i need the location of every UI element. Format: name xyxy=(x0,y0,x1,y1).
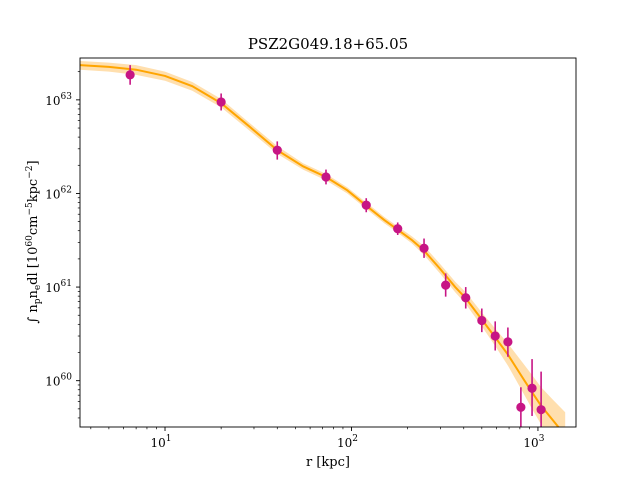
data-marker-14 xyxy=(527,383,537,393)
x-tick-label-1: 101 xyxy=(151,434,172,450)
x-tick-label-exponent: 1 xyxy=(166,434,172,444)
data-marker-11 xyxy=(490,331,500,341)
data-marker-13 xyxy=(516,402,526,412)
data-point-10 xyxy=(477,308,487,333)
data-marker-5 xyxy=(361,200,371,210)
model-uncertainty-band-layer xyxy=(80,61,566,427)
model-uncertainty-band xyxy=(80,61,566,427)
y-tick-label-exponent: 62 xyxy=(61,185,72,195)
x-tick-label-2: 102 xyxy=(337,434,358,450)
data-point-12 xyxy=(503,327,513,357)
data-marker-10 xyxy=(477,315,487,326)
y-tick-label-exponent: 61 xyxy=(61,279,72,289)
data-point-7 xyxy=(419,238,429,258)
data-point-6 xyxy=(393,222,403,235)
y-axis-label-kpc: kpc xyxy=(26,179,41,202)
y-axis-label-exp-m5: −5 xyxy=(25,202,35,216)
x-tick-label-base: 10 xyxy=(523,436,538,450)
data-point-5 xyxy=(361,198,371,213)
data-marker-12 xyxy=(503,337,513,347)
data-marker-7 xyxy=(419,243,429,253)
y-tick-label-base: 10 xyxy=(45,281,60,295)
y-axis-label-cm: cm xyxy=(26,216,41,236)
data-marker-3 xyxy=(272,145,282,155)
y-axis-label-integral: ∫ n xyxy=(26,304,41,324)
data-point-4 xyxy=(321,169,331,185)
data-point-2 xyxy=(216,93,226,111)
y-tick-label-4: 1063 xyxy=(45,92,72,108)
x-tick-label-exponent: 3 xyxy=(539,434,545,444)
data-points-layer xyxy=(125,65,546,427)
data-point-13 xyxy=(516,387,526,427)
y-tick-label-base: 10 xyxy=(45,94,60,108)
y-tick-label-2: 1061 xyxy=(45,279,72,295)
data-point-1 xyxy=(125,65,135,85)
y-axis-label-dl: dl [10 xyxy=(26,247,41,285)
data-point-3 xyxy=(272,141,282,160)
y-tick-label-base: 10 xyxy=(45,375,60,389)
y-tick-label-exponent: 60 xyxy=(61,373,73,383)
y-axis-label-close: ] xyxy=(26,160,41,165)
data-point-15 xyxy=(536,371,546,427)
x-tick-label-base: 10 xyxy=(151,436,166,450)
y-axis-label: ∫ npnedl [1060cm−5kpc−2] xyxy=(25,160,43,323)
data-marker-4 xyxy=(321,172,331,182)
data-marker-1 xyxy=(125,70,135,80)
y-tick-label-3: 1062 xyxy=(45,185,72,201)
y-tick-label-base: 10 xyxy=(45,187,60,201)
x-tick-label-base: 10 xyxy=(337,436,352,450)
x-axis-label: r [kpc] xyxy=(306,455,350,470)
data-marker-15 xyxy=(536,405,546,415)
chart-title: PSZ2G049.18+65.05 xyxy=(248,35,408,53)
y-axis-label-sub-p: p xyxy=(33,298,43,304)
y-axis-label-sub-e: e xyxy=(33,285,43,290)
data-point-8 xyxy=(441,273,451,297)
data-point-11 xyxy=(490,321,500,351)
data-marker-8 xyxy=(441,280,451,290)
model-curve-line xyxy=(80,64,560,427)
data-marker-9 xyxy=(461,293,471,303)
plot-area-frame xyxy=(79,57,577,428)
data-marker-6 xyxy=(393,224,403,234)
y-tick-label-1: 1060 xyxy=(45,373,72,389)
model-curve-layer xyxy=(80,64,560,427)
data-point-14 xyxy=(527,359,537,416)
y-axis-label-ne: n xyxy=(26,290,41,299)
y-axis-label-exp-60: 60 xyxy=(25,235,35,247)
y-tick-label-exponent: 63 xyxy=(61,92,73,102)
y-axis-label-exp-m2: −2 xyxy=(25,165,35,178)
x-tick-label-3: 103 xyxy=(523,434,544,450)
x-tick-label-exponent: 2 xyxy=(352,434,358,444)
data-point-9 xyxy=(461,287,471,309)
data-marker-2 xyxy=(216,97,226,107)
